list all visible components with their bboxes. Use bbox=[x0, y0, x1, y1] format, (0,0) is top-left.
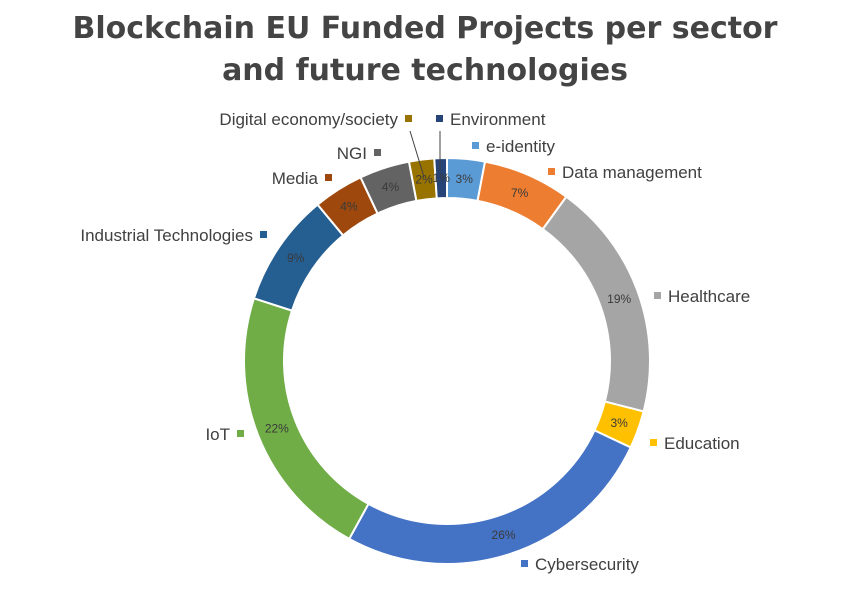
legend-marker-ngi bbox=[374, 149, 381, 156]
chart-title-line-1: Blockchain EU Funded Projects per sector bbox=[72, 11, 778, 46]
legend-marker-data-management bbox=[548, 168, 555, 175]
category-label-cybersecurity: Cybersecurity bbox=[535, 555, 639, 574]
legend-marker-industrial-technologies bbox=[260, 231, 267, 238]
category-label-digital-economy-society: Digital economy/society bbox=[219, 110, 398, 129]
value-label-digital-economy-society: 2% bbox=[415, 172, 433, 186]
legend-marker-media bbox=[325, 174, 332, 181]
slice-cybersecurity bbox=[347, 429, 633, 565]
legend-marker-healthcare bbox=[654, 292, 661, 299]
slice-iot bbox=[243, 297, 370, 541]
value-label-education: 3% bbox=[611, 416, 629, 430]
value-label-iot: 22% bbox=[265, 421, 289, 435]
category-label-ngi: NGI bbox=[337, 144, 367, 163]
category-label-environment: Environment bbox=[450, 110, 546, 129]
value-label-e-identity: 3% bbox=[456, 172, 474, 186]
slice-environment bbox=[433, 156, 448, 200]
legend-marker-education bbox=[650, 439, 657, 446]
chart-title-line-2: and future technologies bbox=[222, 53, 628, 88]
category-label-iot: IoT bbox=[205, 425, 230, 444]
value-label-healthcare: 19% bbox=[607, 292, 631, 306]
value-label-data-management: 7% bbox=[511, 186, 529, 200]
value-label-industrial-technologies: 9% bbox=[287, 251, 305, 265]
category-label-media: Media bbox=[272, 169, 319, 188]
slice-healthcare bbox=[541, 195, 651, 413]
legend-marker-e-identity bbox=[472, 142, 479, 149]
category-label-e-identity: e-identity bbox=[486, 137, 555, 156]
leader-line-digital-economy-society bbox=[409, 130, 425, 178]
legend-marker-environment bbox=[436, 115, 443, 122]
value-label-cybersecurity: 26% bbox=[492, 528, 516, 542]
category-label-healthcare: Healthcare bbox=[668, 287, 750, 306]
category-label-data-management: Data management bbox=[562, 163, 702, 182]
value-label-media: 4% bbox=[340, 199, 358, 213]
legend-marker-iot bbox=[237, 430, 244, 437]
value-label-environment: 1% bbox=[433, 171, 451, 185]
chart-title: Blockchain EU Funded Projects per sector… bbox=[0, 8, 850, 92]
category-label-education: Education bbox=[664, 434, 740, 453]
legend-marker-cybersecurity bbox=[521, 560, 528, 567]
legend-marker-digital-economy-society bbox=[405, 115, 412, 122]
category-label-industrial-technologies: Industrial Technologies bbox=[80, 226, 253, 245]
value-label-ngi: 4% bbox=[382, 180, 400, 194]
